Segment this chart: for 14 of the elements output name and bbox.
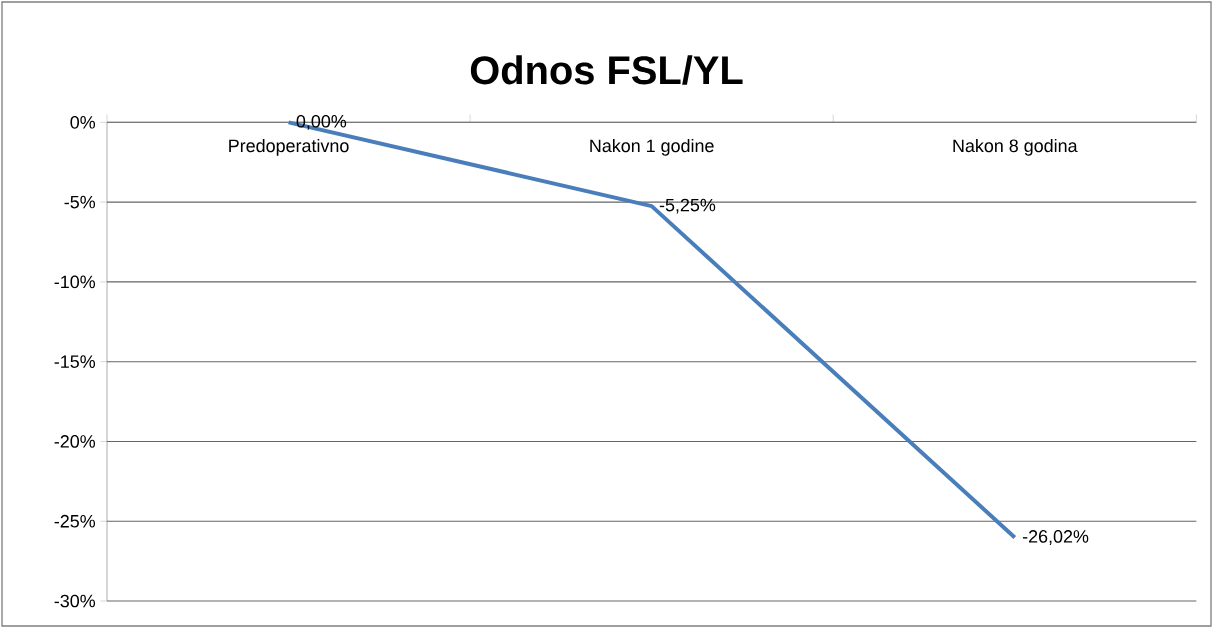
x-tick-label: Nakon 1 godine [590,138,714,156]
y-tick-label: -10% [54,275,96,289]
data-label: -26,02% [1022,530,1089,545]
x-tick-label: Predoperativno [229,138,349,156]
data-label: 0,00% [296,114,347,130]
y-tick-label: -5% [64,195,96,209]
y-tick-label: -25% [54,514,96,528]
data-label: -5,25% [659,198,716,214]
chart-title: Odnos FSL/YL [470,55,743,85]
x-tick-label: Nakon 8 godina [953,138,1078,156]
y-tick-label: -30% [54,594,96,608]
y-tick-label: 0% [70,115,96,129]
y-tick-label: -15% [54,355,96,368]
y-tick-label: -20% [54,435,96,448]
